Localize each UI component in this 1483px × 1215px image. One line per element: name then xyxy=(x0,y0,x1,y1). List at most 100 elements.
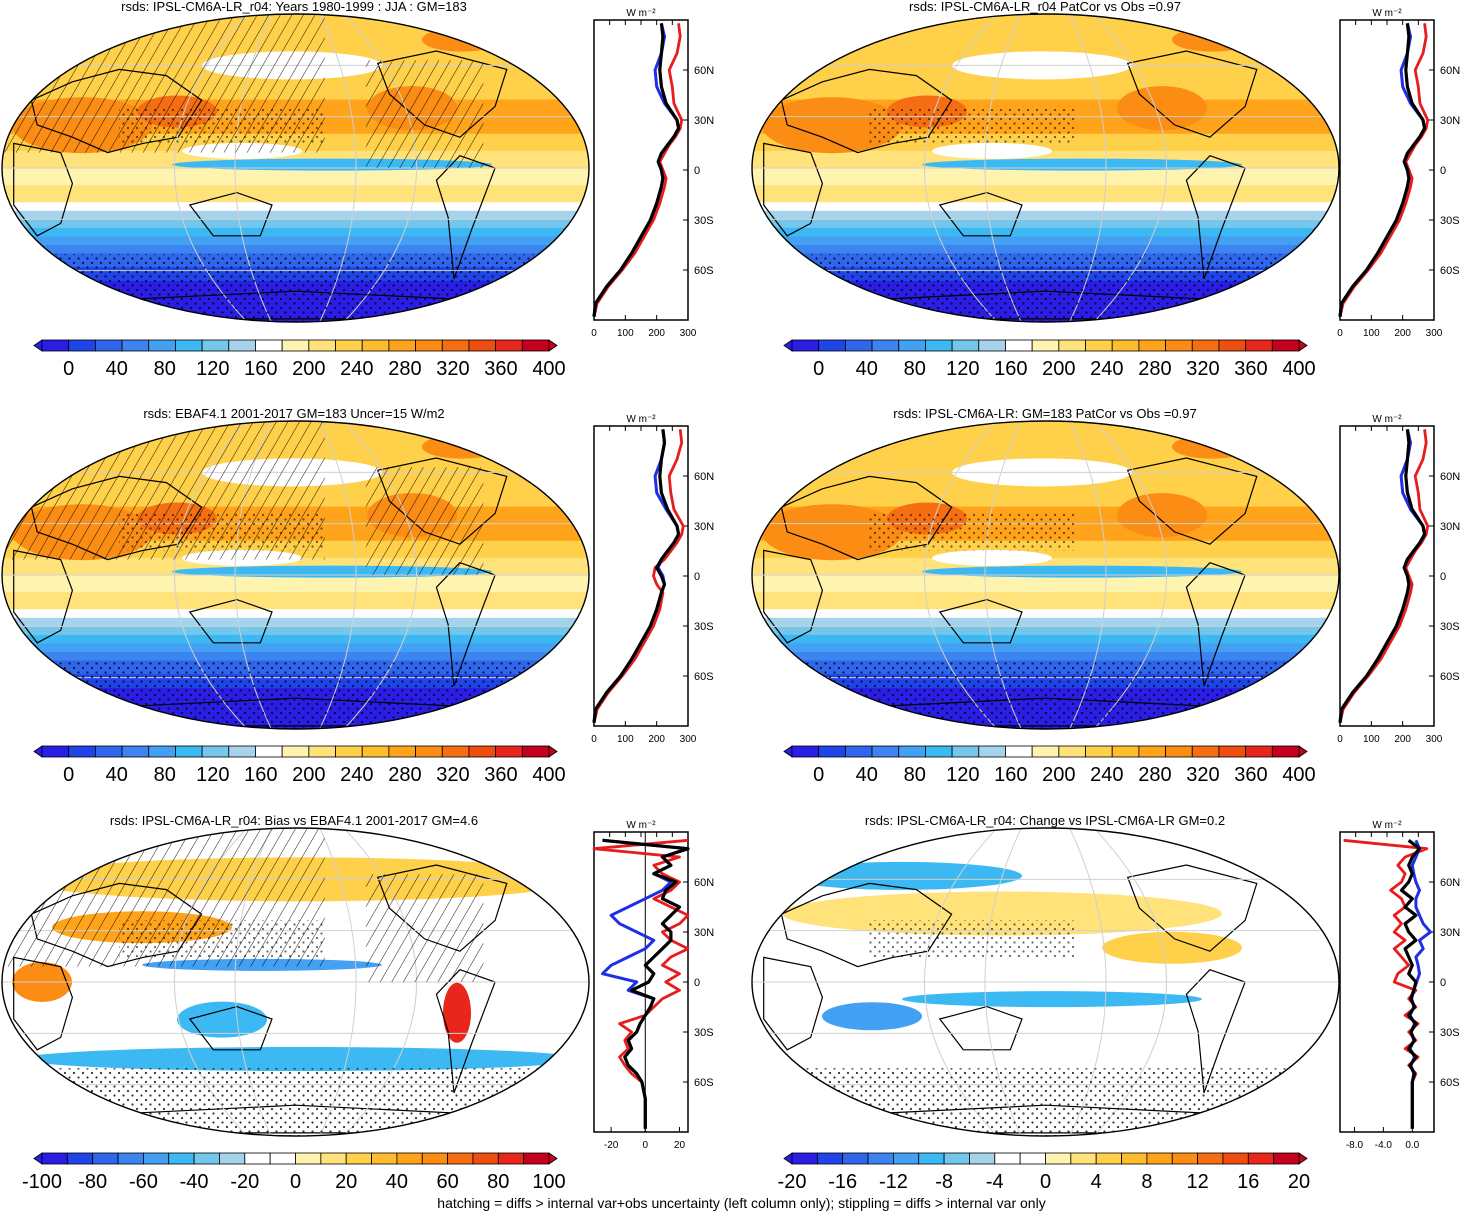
continent-outline xyxy=(763,142,824,237)
stipple-overlay xyxy=(869,513,1075,551)
colorbar-swatch xyxy=(497,1152,525,1165)
colorbar-tick-label: 40 xyxy=(856,764,878,786)
stipple-overlay xyxy=(119,513,325,551)
zonal-lat-label: 60S xyxy=(694,1077,714,1089)
colorbar-tick-label: -80 xyxy=(78,1171,107,1193)
colorbar-swatch xyxy=(388,745,416,758)
zonal-mean-panel-1: W m⁻² 60N 30N 0 30S 60S 0 100 200 300 xyxy=(591,8,714,339)
continent-outline xyxy=(763,549,824,644)
map-band xyxy=(2,575,589,593)
map-feature-south-change xyxy=(902,991,1202,1008)
colorbar-triangle-high xyxy=(548,339,558,352)
colorbar-swatch xyxy=(1031,745,1060,758)
colorbar-swatch xyxy=(121,339,150,352)
colorbar-swatch xyxy=(117,1152,144,1165)
colorbar-tick-label: 400 xyxy=(1282,764,1315,786)
colorbar-swatch xyxy=(308,339,336,352)
map-feature-greenland xyxy=(422,27,502,52)
continent-outline xyxy=(188,191,273,237)
map-outline xyxy=(751,420,1340,730)
colorbar-tick-label: 80 xyxy=(154,358,176,380)
zonal-x-label: 200 xyxy=(1394,734,1411,745)
zonal-lat-label: 0 xyxy=(1440,571,1446,583)
colorbar-swatch xyxy=(893,1152,920,1165)
zonal-x-label: 300 xyxy=(680,734,697,745)
colorbar-tick-label: 40 xyxy=(106,764,128,786)
colorbar-swatch xyxy=(201,745,230,758)
colorbar-swatch xyxy=(335,339,363,352)
map-outline xyxy=(1,13,590,323)
map-feature-australia-bias xyxy=(177,1001,267,1038)
zonal-lat-label: 30N xyxy=(1440,521,1460,533)
colorbar-triangle-low xyxy=(783,1152,793,1165)
map-band xyxy=(2,245,589,255)
colorbar-swatch xyxy=(898,745,926,758)
map-band xyxy=(752,245,1339,255)
map-band xyxy=(2,652,589,662)
colorbar-tick-label: 160 xyxy=(994,764,1027,786)
colorbar-swatch xyxy=(978,339,1006,352)
zonal-lat-label: 0 xyxy=(694,977,700,989)
continent-outline xyxy=(1126,50,1258,138)
colorbar-tick-label: 60 xyxy=(436,1171,458,1193)
stipple-overlay xyxy=(119,920,325,958)
zonal-x-label: 0 xyxy=(591,328,597,339)
panel-title: rsds: IPSL-CM6A-LR_r04: Bias vs EBAF4.1 … xyxy=(110,813,478,828)
colorbar-swatch xyxy=(1191,339,1220,352)
colorbar-tick-label: -20 xyxy=(778,1171,807,1193)
colorbar-tick-label: -4 xyxy=(986,1171,1004,1193)
zonal-lat-label: 0 xyxy=(694,165,700,177)
colorbar-swatch xyxy=(871,745,900,758)
map-band xyxy=(752,227,1339,237)
map-band xyxy=(752,236,1339,246)
colorbar-swatch xyxy=(281,745,310,758)
panel-title: rsds: IPSL-CM6A-LR_r04: Change vs IPSL-C… xyxy=(865,813,1225,828)
colorbar-swatch xyxy=(142,1152,170,1165)
colorbar-swatch xyxy=(92,1152,119,1165)
colorbar-tick-label: 0 xyxy=(63,358,74,380)
colorbar-tick-label: 240 xyxy=(340,358,373,380)
colorbar-swatch xyxy=(1019,1152,1046,1165)
map-band xyxy=(752,219,1339,229)
colorbar-tick-label: 80 xyxy=(904,764,926,786)
zonal-frame xyxy=(593,425,689,727)
map-band xyxy=(752,626,1339,636)
colorbar-tick-label: 12 xyxy=(1186,1171,1208,1193)
colorbar-swatch xyxy=(871,339,900,352)
map-band xyxy=(2,592,589,610)
colorbar-swatch xyxy=(295,1152,322,1165)
colorbar-swatch xyxy=(943,1152,970,1165)
colorbar-tick-label: 0 xyxy=(1040,1171,1051,1193)
colorbar-swatch xyxy=(898,339,926,352)
colorbar-swatch xyxy=(219,1152,246,1165)
colorbar-swatch xyxy=(978,745,1006,758)
colorbar-swatch xyxy=(41,745,70,758)
zonal-lat-label: 0 xyxy=(1440,977,1446,989)
colorbar-swatch xyxy=(1138,339,1166,352)
zonal-x-label: -20 xyxy=(604,1140,619,1151)
hatch-overlay xyxy=(365,60,484,169)
colorbar-tick-label: 8 xyxy=(1141,1171,1152,1193)
zonal-lat-label: 60N xyxy=(1440,65,1460,77)
colorbar-tick-label: -12 xyxy=(879,1171,908,1193)
zonal-lat-label: 60S xyxy=(1440,265,1460,277)
zonal-lat-label: 60S xyxy=(1440,1077,1460,1089)
colorbar-swatch xyxy=(1218,339,1247,352)
zonal-x-label: 0 xyxy=(1337,734,1343,745)
colorbar-swatch xyxy=(867,1152,894,1165)
map-band xyxy=(2,634,589,644)
zonal-x-label: 0 xyxy=(1337,328,1343,339)
map-band xyxy=(752,609,1339,619)
colorbar-swatch xyxy=(68,745,96,758)
stipple-overlay xyxy=(752,661,1339,729)
colorbar-tick-label: 80 xyxy=(487,1171,509,1193)
map-outline xyxy=(751,827,1340,1137)
zonal-unit-label: W m⁻² xyxy=(1372,8,1402,19)
colorbar-swatch xyxy=(255,339,283,352)
colorbar-tick-label: 80 xyxy=(904,358,926,380)
zonal-lat-label: 30N xyxy=(694,927,714,939)
colorbar-swatch xyxy=(523,1152,550,1165)
colorbar-tick-label: 20 xyxy=(335,1171,357,1193)
colorbar-tick-label: 320 xyxy=(1186,358,1219,380)
